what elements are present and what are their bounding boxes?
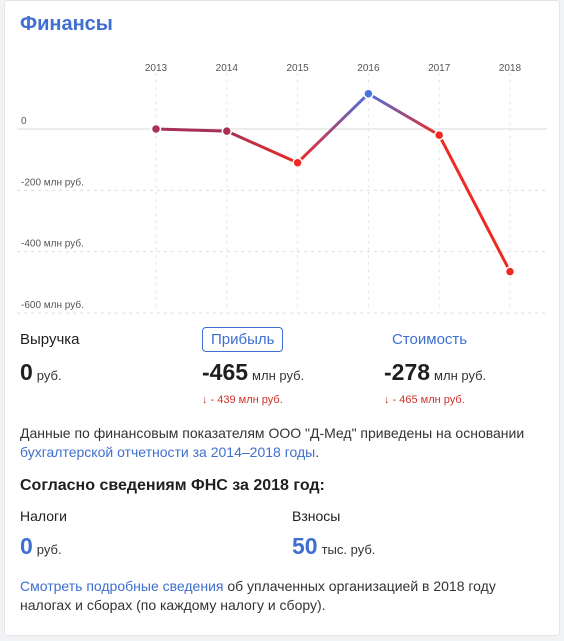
fns-heading: Согласно сведениям ФНС за 2018 год: — [20, 477, 325, 494]
footer-note: Смотреть подробные сведения об уплаченны… — [20, 577, 540, 615]
y-tick-label: 0 — [21, 116, 27, 127]
fns-number: 50 — [292, 533, 318, 559]
metric-number: -465 — [202, 359, 249, 385]
y-tick-label: -400 млн руб. — [21, 238, 84, 250]
x-tick-label: 2017 — [428, 63, 451, 74]
x-tick-label: 2015 — [286, 63, 309, 74]
metric-value-revenue: 0 руб. — [20, 359, 62, 386]
accounting-report-link[interactable]: бухгалтерской отчетности за 2014–2018 го… — [20, 444, 316, 460]
metric-number: 0 — [20, 359, 33, 385]
finance-chart: 0 -200 млн руб. -400 млн руб. -600 млн руб.… — [17, 63, 547, 314]
metric-delta-cost: ↓ - 465 млн руб. — [384, 394, 465, 406]
data-point — [433, 129, 445, 141]
fns-value-contributions: 50 тыс. руб. — [292, 533, 375, 560]
series-line-segment — [296, 92, 370, 165]
data-point — [363, 88, 374, 99]
fns-number: 0 — [20, 533, 33, 559]
fns-label-taxes: Налоги — [20, 508, 67, 524]
footer-text: об уплаченных организацией в 2018 году н… — [20, 578, 496, 613]
data-point — [292, 157, 303, 168]
details-link[interactable]: Смотреть подробные сведения — [20, 578, 224, 594]
x-tick-label: 2014 — [216, 63, 239, 74]
x-tick-label: 2013 — [145, 63, 168, 74]
metric-unit: млн руб. — [252, 368, 305, 383]
y-tick-label: -600 млн руб. — [21, 299, 84, 311]
y-tick-label: -200 млн руб. — [21, 176, 84, 188]
fns-unit: тыс. руб. — [321, 542, 376, 557]
data-source-note: Данные по финансовым показателям ООО "Д-… — [20, 424, 540, 462]
tab-profit[interactable]: Прибыль — [202, 327, 284, 352]
series-line-segment — [225, 129, 300, 165]
finance-card: Финансы 0 -200 млн руб. -400 млн руб. -600 … — [4, 0, 560, 636]
tab-value[interactable]: Стоимость — [392, 331, 468, 348]
series-line-segment — [154, 127, 229, 133]
metric-label-revenue[interactable]: Выручка — [20, 331, 80, 348]
note-end: . — [315, 444, 320, 460]
fns-unit: руб. — [36, 542, 62, 557]
data-point — [221, 125, 233, 137]
series-line-segment — [437, 133, 512, 274]
x-tick-label: 2016 — [357, 63, 380, 74]
metric-delta-profit: ↓ - 439 млн руб. — [202, 394, 283, 406]
note-text: Данные по финансовым показателям ООО "Д-… — [20, 425, 525, 441]
fns-value-taxes: 0 руб. — [20, 533, 62, 560]
metric-number: -278 — [384, 359, 431, 385]
metric-unit: руб. — [36, 368, 62, 383]
fns-label-contributions: Взносы — [292, 508, 341, 524]
metric-value-profit: -465 млн руб. — [202, 359, 304, 386]
metric-value-cost: -278 млн руб. — [384, 359, 486, 386]
data-point — [504, 266, 516, 277]
metric-unit: млн руб. — [434, 368, 487, 383]
series-line-segment — [366, 92, 441, 137]
card-title: Финансы — [20, 13, 113, 35]
x-tick-label: 2018 — [499, 63, 522, 74]
data-point — [150, 123, 162, 135]
